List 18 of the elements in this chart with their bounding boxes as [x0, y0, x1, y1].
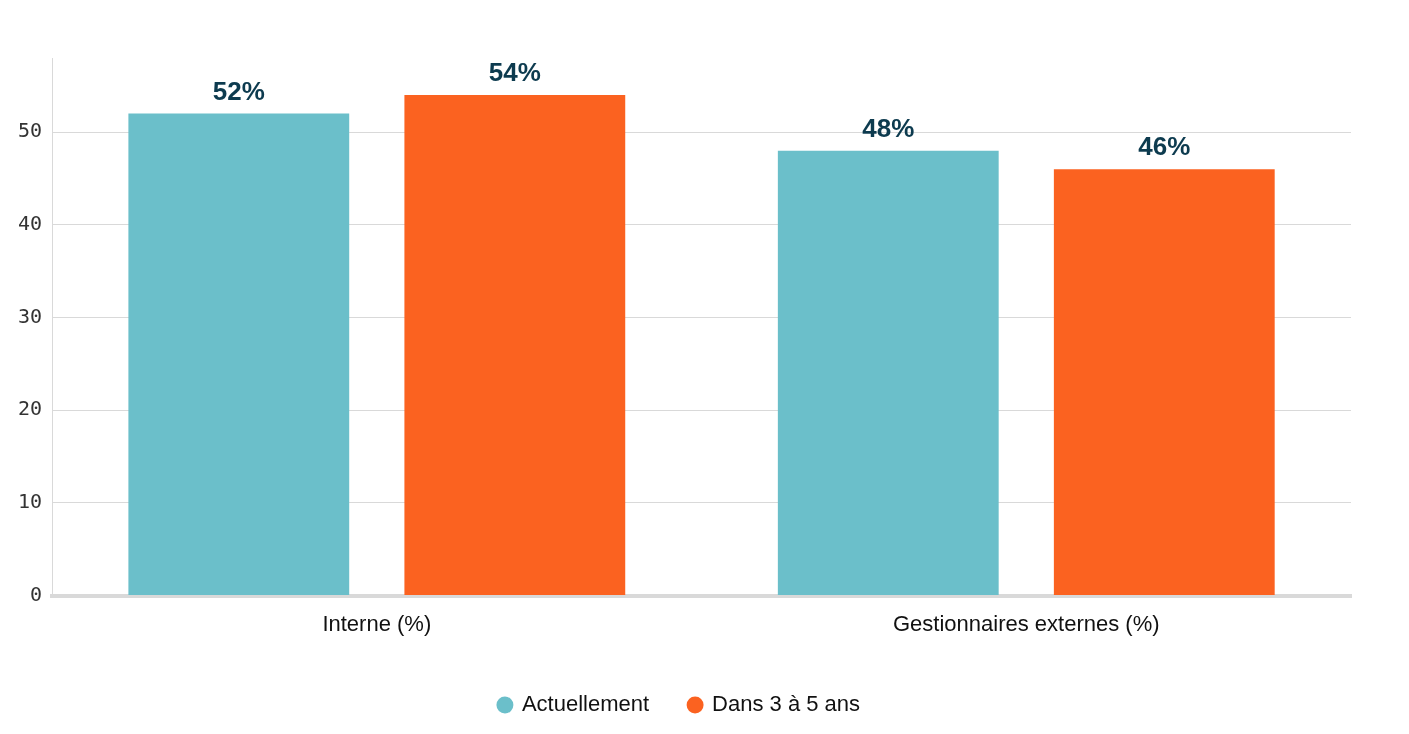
legend-label: Actuellement	[521, 691, 650, 717]
bar	[404, 95, 626, 596]
y-tick-label: 20	[17, 396, 43, 421]
legend-label: Dans 3 à 5 ans	[712, 691, 861, 717]
y-tick-label: 10	[17, 489, 43, 514]
data-label: 54%	[488, 57, 541, 88]
data-label: 52%	[212, 75, 265, 106]
y-tick-label: 0	[30, 581, 43, 606]
bar	[128, 113, 350, 596]
data-label: 48%	[862, 112, 915, 143]
bar	[1053, 169, 1275, 596]
x-tick-label: Gestionnaires externes (%)	[892, 610, 1160, 636]
x-tick-label: Interne (%)	[322, 610, 432, 636]
y-tick-label: 40	[17, 211, 43, 236]
y-tick-label: 50	[17, 118, 43, 143]
bar	[777, 150, 999, 596]
y-tick-label: 30	[17, 303, 43, 328]
data-label: 46%	[1138, 131, 1191, 162]
